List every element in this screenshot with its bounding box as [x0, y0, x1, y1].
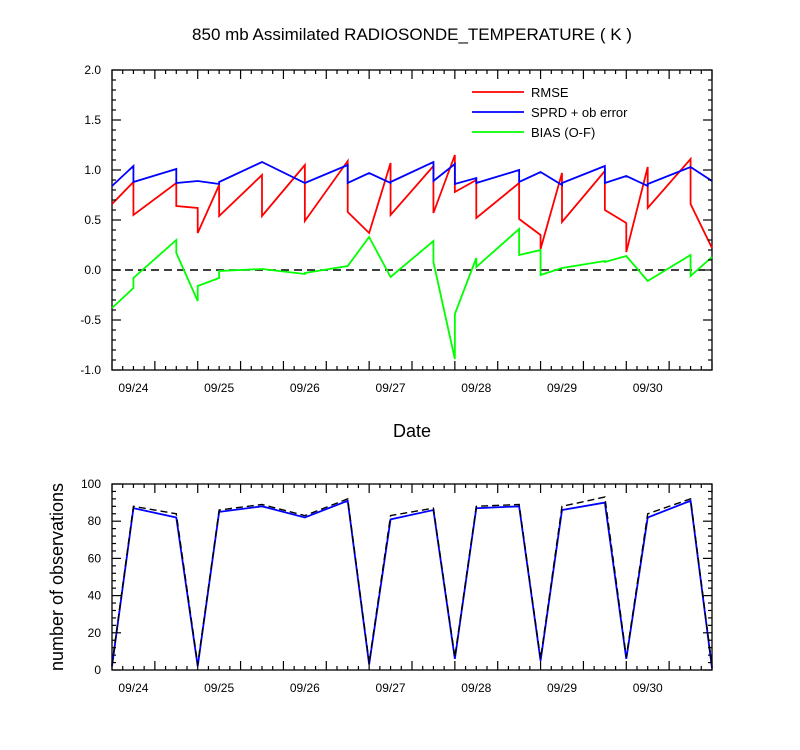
x-tick-label: 09/26: [290, 381, 320, 395]
y-tick-label: 1.5: [84, 113, 101, 127]
legend-label: SPRD + ob error: [531, 105, 628, 120]
x-tick-label: 09/28: [461, 681, 491, 695]
legend: RMSE SPRD + ob error BIAS (O-F): [472, 85, 628, 140]
y-tick-label: 2.0: [84, 63, 101, 77]
x-tick-label: 09/29: [547, 381, 577, 395]
x-tick-label: 09/26: [290, 681, 320, 695]
y-tick-label: 0: [94, 663, 101, 677]
series-sprd-ob-error: [111, 160, 713, 188]
x-tick-label: 09/30: [633, 381, 663, 395]
top-x-axis-label: Date: [393, 421, 431, 441]
series-rmse: [111, 154, 713, 253]
top-chart: 09/24 09/25 09/26 09/27 09/28 09/29 09/30 -1.0 -…: [80, 63, 713, 395]
y-tick-label: 100: [81, 477, 101, 491]
chart-title: 850 mb Assimilated RADIOSONDE_TEMPERATUR…: [192, 25, 632, 44]
x-tick-label: 09/24: [118, 681, 148, 695]
y-tick-label: 1.0: [84, 163, 101, 177]
y-tick-label: 80: [88, 514, 102, 528]
x-tick-label: 09/25: [204, 381, 234, 395]
x-tick-label: 09/30: [633, 681, 663, 695]
x-tick-label: 09/25: [204, 681, 234, 695]
x-tick-label: 09/24: [118, 381, 148, 395]
y-tick-label: -0.5: [80, 313, 101, 327]
x-tick-label: 09/29: [547, 681, 577, 695]
series-bias-o-f: [111, 226, 713, 360]
x-tick-label: 09/27: [376, 381, 406, 395]
x-tick-label: 09/27: [376, 681, 406, 695]
y-tick-label: 20: [88, 626, 102, 640]
y-tick-label: 60: [88, 551, 102, 565]
bottom-y-axis-label: number of observations: [47, 483, 67, 671]
y-tick-label: 0.5: [84, 213, 101, 227]
y-tick-label: 40: [88, 589, 102, 603]
bottom-chart: 09/24 09/25 09/26 09/27 09/28 09/29 09/30 0 20 40…: [81, 477, 713, 695]
x-tick-label: 09/28: [461, 381, 491, 395]
series-line-solid: [111, 499, 713, 669]
series-line-dashed: [111, 496, 713, 667]
y-tick-label: -1.0: [80, 363, 101, 377]
legend-label: BIAS (O-F): [531, 125, 595, 140]
y-tick-label: 0.0: [84, 263, 101, 277]
legend-label: RMSE: [531, 85, 569, 100]
